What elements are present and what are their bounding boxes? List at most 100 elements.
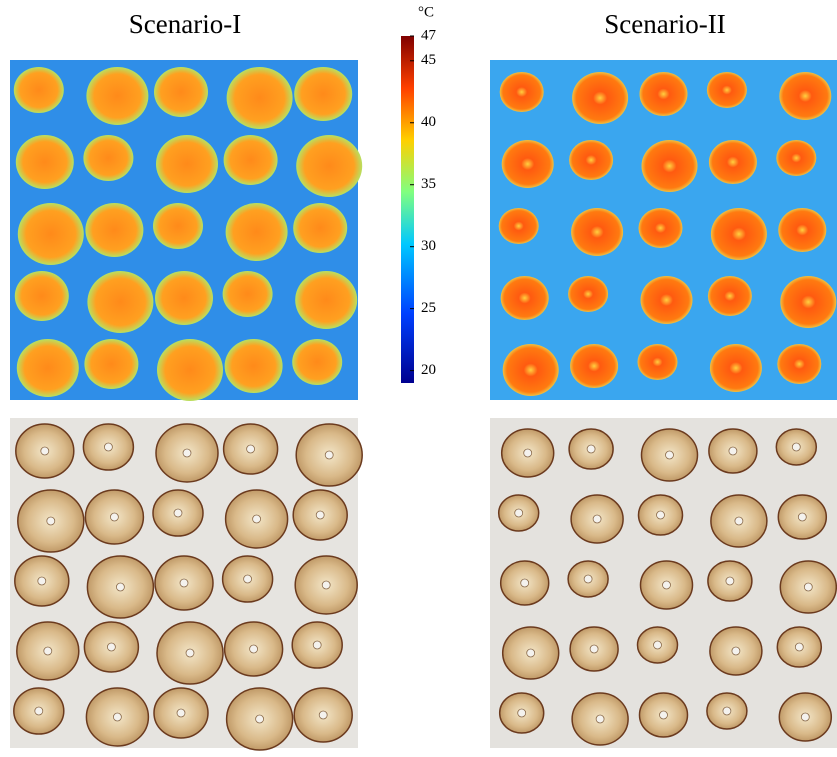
core xyxy=(801,713,809,721)
core xyxy=(319,711,327,719)
slice xyxy=(87,271,153,333)
slice xyxy=(157,339,223,401)
core xyxy=(726,577,734,585)
core xyxy=(735,517,743,525)
colorbar-tick-label: 40 xyxy=(421,114,436,130)
slice xyxy=(14,67,64,113)
core xyxy=(587,445,595,453)
core xyxy=(174,509,182,517)
slice xyxy=(642,140,698,192)
slice xyxy=(711,208,767,260)
slice xyxy=(153,203,203,249)
core xyxy=(593,515,601,523)
slice xyxy=(778,208,826,252)
colorbar-tick-label: 47 xyxy=(421,27,437,43)
core xyxy=(657,511,665,519)
slice xyxy=(225,339,283,393)
slice xyxy=(226,203,288,261)
slice xyxy=(499,208,539,244)
core xyxy=(313,641,321,649)
panel-title: Scenario-I xyxy=(129,9,241,39)
core xyxy=(654,641,662,649)
colorbar-tick-label: 45 xyxy=(421,52,436,68)
core xyxy=(44,647,52,655)
core xyxy=(104,443,112,451)
core xyxy=(729,447,737,455)
slice xyxy=(502,140,554,188)
slice xyxy=(572,72,628,124)
slice xyxy=(708,276,752,316)
colorbar-tick-label: 35 xyxy=(421,176,436,192)
slice xyxy=(16,135,74,189)
slice xyxy=(568,276,608,312)
core xyxy=(316,511,324,519)
slice xyxy=(227,67,293,129)
slice xyxy=(156,135,218,193)
slice xyxy=(779,72,831,120)
slice xyxy=(638,344,678,380)
slice xyxy=(223,271,273,317)
core xyxy=(666,451,674,459)
slice xyxy=(293,203,347,253)
slice xyxy=(292,339,342,385)
core xyxy=(110,513,118,521)
slice xyxy=(503,344,559,396)
core xyxy=(47,517,55,525)
slice xyxy=(224,135,278,185)
core xyxy=(107,643,115,651)
colorbar-tick-label: 25 xyxy=(421,300,436,316)
slice xyxy=(569,140,613,180)
slice xyxy=(17,339,79,397)
core xyxy=(186,649,194,657)
slice xyxy=(85,203,143,257)
slice xyxy=(707,72,747,108)
slice xyxy=(155,271,213,325)
colorbar-tick-label: 20 xyxy=(421,362,436,378)
core xyxy=(116,583,124,591)
core xyxy=(256,715,264,723)
slice xyxy=(640,72,688,116)
core xyxy=(524,449,532,457)
core xyxy=(250,645,258,653)
slice xyxy=(570,344,618,388)
core xyxy=(247,445,255,453)
slice xyxy=(15,271,69,321)
panel-title: Scenario-II xyxy=(604,9,725,39)
core xyxy=(584,575,592,583)
core xyxy=(113,713,121,721)
core xyxy=(527,649,535,657)
colorbar-tick-label: 30 xyxy=(421,238,436,254)
slice xyxy=(641,276,693,324)
core xyxy=(732,647,740,655)
core xyxy=(244,575,252,583)
colorbar-unit: °C xyxy=(418,4,434,20)
slice xyxy=(154,67,208,117)
core xyxy=(795,643,803,651)
slice xyxy=(710,344,762,392)
slice xyxy=(294,67,352,121)
core xyxy=(792,443,800,451)
core xyxy=(325,451,333,459)
core xyxy=(515,509,523,517)
colorbar xyxy=(401,36,414,383)
figure: Scenario-I Scenario-II °C 20 25 30 35 40 45 47 xyxy=(0,0,837,757)
slice xyxy=(295,271,357,329)
slice xyxy=(780,276,836,328)
core xyxy=(663,581,671,589)
slice xyxy=(18,203,84,265)
slice xyxy=(296,135,362,197)
core xyxy=(596,715,604,723)
core xyxy=(660,711,668,719)
slice xyxy=(571,208,623,256)
slice xyxy=(501,276,549,320)
core xyxy=(590,645,598,653)
slice xyxy=(709,140,757,184)
core xyxy=(518,709,526,717)
slice xyxy=(86,67,148,125)
core xyxy=(180,579,188,587)
slice xyxy=(83,135,133,181)
core xyxy=(804,583,812,591)
core xyxy=(521,579,529,587)
slice xyxy=(777,344,821,384)
core xyxy=(723,707,731,715)
